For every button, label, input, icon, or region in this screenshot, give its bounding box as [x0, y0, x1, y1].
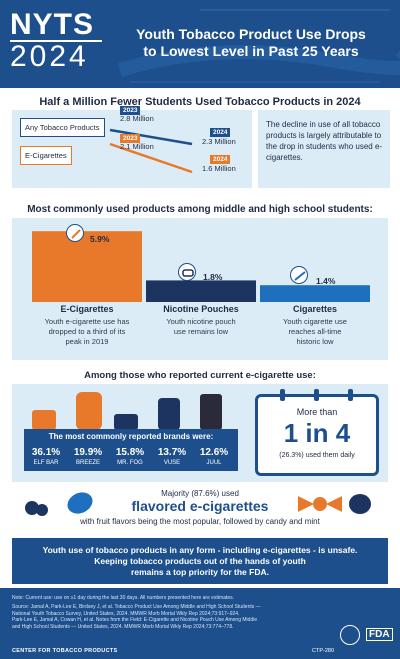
- desc-line: Youth nicotine pouch: [166, 317, 236, 326]
- vape-devices-illustration: [32, 392, 222, 430]
- desc-line: dropped to a third of its: [48, 327, 126, 336]
- calendar-sub: (26.3%) used them daily: [279, 452, 355, 459]
- calendar-ring: [280, 389, 285, 401]
- any-2024-year-tag: 2024: [210, 128, 231, 137]
- calendar-more-than: More than: [296, 407, 338, 417]
- footer: [0, 588, 400, 659]
- ecig-2024-value: 1.6 Million: [202, 164, 236, 173]
- ecig-trend-line: [109, 142, 193, 174]
- desc-line: use remains low: [173, 327, 229, 336]
- products-bar-chart: [32, 231, 370, 302]
- flavored-headline: flavored e-cigarettes: [131, 498, 269, 514]
- section3-heading: Among those who reported current e-cigar…: [84, 370, 316, 381]
- berry-icon: [25, 501, 39, 515]
- source-line: Source: Jamal A, Park-Lee E, Birdsey J, …: [12, 604, 261, 610]
- any-2024-value: 2.3 Million: [202, 137, 236, 146]
- header-banner: NYTS 2024 Youth Tobacco Product Use Drop…: [0, 0, 400, 88]
- section2-heading: Most commonly used products among middle…: [27, 204, 373, 215]
- desc-line: reaches all-time: [288, 327, 342, 336]
- vape-icon: [66, 224, 84, 242]
- desc-line: Youth cigarette use: [283, 317, 347, 326]
- callout-line-1: Youth use of tobacco products in any for…: [42, 545, 358, 555]
- nyts-logo: NYTS: [10, 8, 95, 41]
- brand-name-mr-fog: MR. FOG: [117, 460, 143, 466]
- ecig-2023-year-tag: 2023: [120, 134, 141, 143]
- brand-pct-vuse: 13.7%: [157, 447, 187, 458]
- label-cigarettes: Cigarettes: [292, 304, 337, 314]
- source-line: Park-Lee E, Jamal A, Cowan H, et al. Not…: [12, 617, 258, 623]
- bar-nicotine-pouches: [146, 280, 256, 302]
- decline-note-text: The decline in use of all tobacco produc…: [266, 120, 383, 162]
- candy-icon: [298, 496, 314, 512]
- desc-nicotine-pouches: Youth nicotine pouch use remains low: [146, 317, 256, 337]
- daily-use-calendar: [255, 394, 379, 476]
- footer-sources: Source: Jamal A, Park-Lee E, Birdsey J, …: [12, 604, 312, 630]
- callout-text: Youth use of tobacco products in any for…: [32, 545, 368, 578]
- pouch-icon: [178, 263, 196, 281]
- callout-line-3: remains a top priority for the FDA.: [131, 567, 269, 577]
- logo-divider: [10, 40, 102, 42]
- pct-nicotine-pouches: 1.8%: [203, 272, 223, 282]
- fda-logo: FDA: [366, 628, 393, 641]
- flavor-detail-text: with fruit flavors being the most popula…: [80, 517, 320, 526]
- label-e-cigarettes: E-Cigarettes: [60, 304, 114, 314]
- desc-line: Youth e-cigarette use has: [44, 317, 130, 326]
- header-decoration: [117, 9, 400, 83]
- bar-e-cigarettes: [32, 231, 142, 302]
- brand-pct-juul: 12.6%: [199, 447, 229, 458]
- brand-pct-breeze: 19.9%: [73, 447, 103, 458]
- majority-text: Majority (87.6%) used: [161, 489, 239, 498]
- ecig-2023-value: 2.1 Million: [120, 142, 154, 151]
- source-line: National Youth Tobacco Survey, United St…: [12, 610, 240, 617]
- calendar-ring: [348, 389, 353, 401]
- pct-cigarettes: 1.4%: [316, 276, 336, 286]
- brands-title: The most commonly reported brands were:: [48, 432, 214, 441]
- ctp-label: CENTER FOR TOBACCO PRODUCTS: [12, 648, 118, 654]
- fruit-icons: [25, 492, 93, 516]
- leaf-icon: [67, 492, 93, 514]
- brand-name-juul: JUUL: [206, 460, 222, 466]
- desc-e-cigarettes: Youth e-cigarette use has dropped to a t…: [32, 317, 142, 347]
- brands-panel: [24, 429, 238, 471]
- fda-callout: Youth use of tobacco products in any for…: [12, 538, 388, 584]
- title-line-2: to Lowest Level in Past 25 Years: [143, 43, 359, 59]
- any-2023-year-tag: 2023: [120, 106, 141, 115]
- brand-name-breeze: BREEZE: [75, 460, 100, 466]
- callout-line-2: Keeping tobacco products out of the hand…: [94, 556, 306, 566]
- ecig-label: E-Cigarettes: [20, 146, 72, 165]
- desc-cigarettes: Youth cigarette use reaches all-time his…: [260, 317, 370, 347]
- mint-icon: [349, 494, 371, 514]
- pct-e-cigarettes: 5.9%: [90, 234, 110, 244]
- any-tobacco-trend-line: [109, 128, 193, 146]
- desc-line: historic low: [296, 337, 334, 346]
- ecig-2024-year-tag: 2024: [210, 155, 231, 164]
- calendar-big-stat: 1 in 4: [283, 418, 351, 448]
- ctp-code: CTP-280: [312, 648, 335, 654]
- hhs-seal-icon: [340, 625, 360, 645]
- section1-heading: Half a Million Fewer Students Used Tobac…: [39, 96, 361, 108]
- trend-lines: [109, 128, 193, 174]
- calendar-ring: [314, 389, 319, 401]
- desc-line: peak in 2019: [65, 337, 109, 346]
- any-2023-value: 2.8 Million: [120, 114, 154, 123]
- decline-note-box: The decline in use of all tobacco produc…: [258, 110, 390, 188]
- candy-mint-icons: [298, 494, 371, 514]
- bar-cigarettes: [260, 285, 370, 302]
- any-tobacco-label: Any Tobacco Products: [20, 118, 105, 137]
- brand-name-elf-bar: ELF BAR: [33, 460, 59, 466]
- label-nicotine-pouches: Nicotine Pouches: [163, 304, 239, 314]
- brand-pct-elf-bar: 36.1%: [31, 447, 61, 458]
- title-line-1: Youth Tobacco Product Use Drops: [136, 26, 366, 42]
- source-line: and High School Students — United States…: [12, 623, 234, 630]
- page-title: Youth Tobacco Product Use Drops to Lowes…: [112, 26, 390, 60]
- logo-year: 2024: [10, 40, 89, 73]
- brand-name-vuse: VUSE: [163, 460, 181, 466]
- cigarette-icon: [290, 266, 308, 284]
- brand-pct-mr-fog: 15.8%: [115, 447, 145, 458]
- footer-note: Note: Current use: use on ≥1 day during …: [12, 595, 235, 601]
